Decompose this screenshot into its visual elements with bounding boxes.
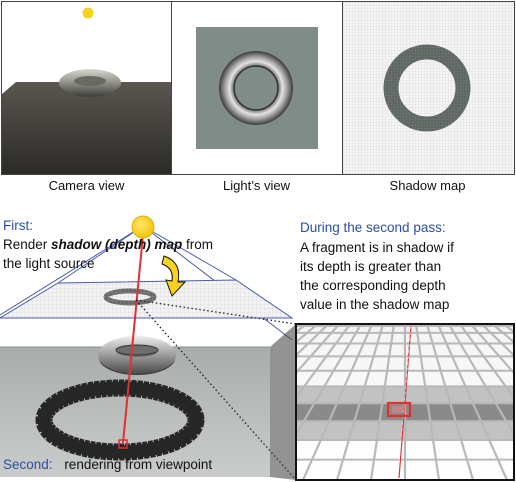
first-line1: Render shadow (depth) map from bbox=[3, 235, 213, 254]
light-source-icon bbox=[82, 7, 94, 19]
first-line1-emph: shadow (depth) map bbox=[51, 237, 183, 252]
lights-view-panel bbox=[171, 1, 343, 175]
first-heading: First: bbox=[3, 218, 33, 233]
zoom-inset bbox=[295, 323, 515, 481]
first-line2: the light source bbox=[3, 256, 95, 271]
first-line1-suffix: from bbox=[182, 237, 214, 252]
second-pass-line-4: value in the shadow map bbox=[300, 297, 450, 312]
fragment-marker bbox=[118, 439, 128, 449]
rotation-arrow-icon bbox=[161, 255, 187, 297]
second-caption: Second: rendering from viewpoint bbox=[3, 455, 212, 474]
camera-view-image bbox=[2, 2, 171, 174]
camera-view-caption: Camera view bbox=[48, 178, 125, 193]
second-label: Second: bbox=[3, 457, 53, 472]
zoom-connector bbox=[135, 299, 297, 481]
depth-sample-marker bbox=[386, 401, 412, 418]
second-pass-line-1: A fragment is in shadow if bbox=[300, 240, 454, 255]
camera-view-panel bbox=[1, 1, 172, 175]
second-text: rendering from viewpoint bbox=[64, 457, 213, 472]
second-pass-line-3: the corresponding depth bbox=[300, 278, 446, 293]
torus-object bbox=[98, 336, 176, 375]
shadow-map-caption: Shadow map bbox=[389, 178, 466, 193]
shadow-map-panel bbox=[342, 1, 515, 175]
light-ray bbox=[122, 234, 144, 444]
shadow-map-image bbox=[343, 2, 514, 174]
first-line1-prefix: Render bbox=[3, 237, 52, 252]
light-source-icon bbox=[131, 215, 155, 239]
second-pass-line-2: its depth is greater than bbox=[300, 259, 442, 274]
second-pass-heading: During the second pass: bbox=[300, 220, 446, 235]
lights-view-image bbox=[172, 2, 342, 174]
lights-view-caption: Light’s view bbox=[223, 178, 290, 193]
